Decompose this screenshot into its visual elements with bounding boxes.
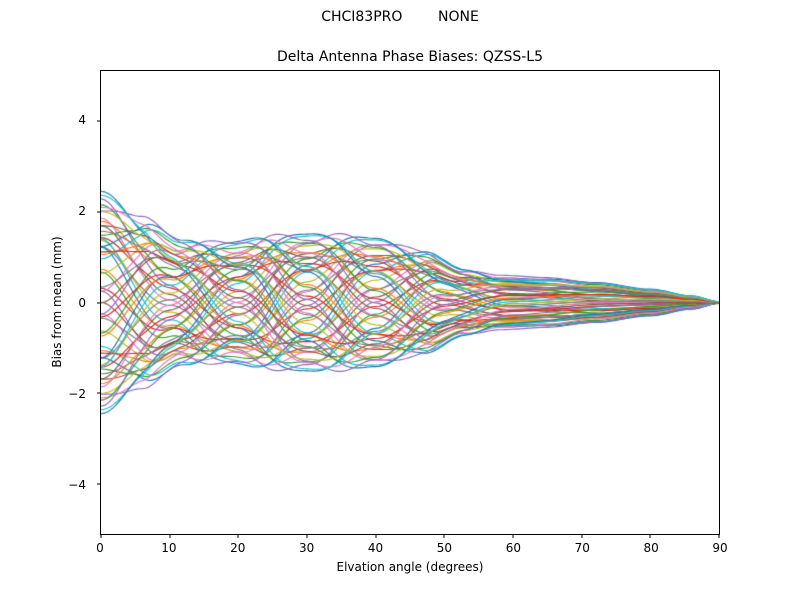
x-tick-label: 10 xyxy=(161,541,177,555)
x-tick-label: 90 xyxy=(712,541,728,555)
x-tick-mark xyxy=(443,534,445,538)
y-tick-mark xyxy=(97,483,101,485)
y-tick-label: −4 xyxy=(68,477,86,492)
y-axis-label: Bias from mean (mm) xyxy=(50,236,64,368)
x-tick-label: 50 xyxy=(436,541,453,555)
plot-area xyxy=(97,70,720,538)
x-axis-ticks: 0 10 20 30 40 50 60 70 80 90 xyxy=(96,541,727,557)
x-tick-mark xyxy=(718,534,720,538)
y-tick-mark xyxy=(97,211,101,213)
x-tick-label: 30 xyxy=(299,541,315,555)
y-tick-label: −2 xyxy=(68,386,86,401)
y-tick-label: 0 xyxy=(78,295,86,310)
y-tick-label: 2 xyxy=(78,204,86,219)
x-tick-label: 20 xyxy=(230,541,246,555)
x-tick-mark xyxy=(375,534,377,538)
x-tick-mark xyxy=(512,534,514,538)
chart-title: Delta Antenna Phase Biases: QZSS-L5 xyxy=(277,49,543,65)
x-tick-mark xyxy=(169,534,171,538)
y-tick-label: 4 xyxy=(78,113,86,128)
y-tick-mark xyxy=(97,302,101,303)
x-tick-mark xyxy=(306,534,308,538)
y-tick-mark xyxy=(97,120,101,122)
x-axis-label: Elvation angle (degrees) xyxy=(336,560,484,574)
y-tick-mark xyxy=(97,392,101,394)
lines-canvas xyxy=(101,71,719,534)
x-tick-mark xyxy=(649,534,651,538)
x-tick-label: 60 xyxy=(505,541,521,555)
x-tick-mark xyxy=(237,534,239,538)
y-axis-ticks: 4 2 0 −2 −4 xyxy=(0,70,94,535)
figure-suptitle: CHCI83PRO NONE xyxy=(321,9,479,25)
x-tick-mark xyxy=(100,534,102,538)
x-tick-label: 0 xyxy=(96,541,104,555)
x-tick-label: 80 xyxy=(643,541,659,555)
x-tick-mark xyxy=(581,534,583,538)
x-tick-label: 40 xyxy=(367,541,384,555)
x-tick-label: 70 xyxy=(574,541,590,555)
